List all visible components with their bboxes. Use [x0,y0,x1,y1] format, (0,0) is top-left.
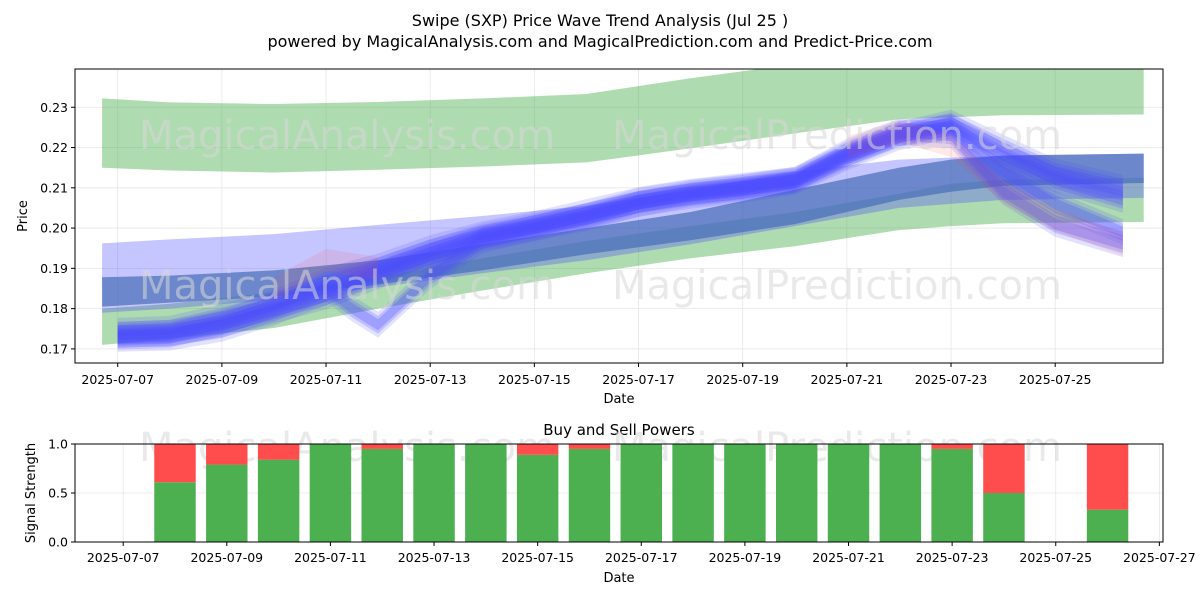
buy-bar [879,444,922,542]
sell-bar [206,444,248,465]
x-tick-label: 2025-07-23 [915,372,988,387]
y-tick-label: 0.5 [48,486,68,501]
x-axis-label: Date [603,392,634,407]
wave-path [117,116,1123,344]
sell-bar [516,444,559,455]
x-tick-label: 2025-07-17 [602,372,675,387]
x-tick-label: 2025-07-15 [498,372,571,387]
wave-path [117,114,1123,344]
x-axis-label: Date [603,571,634,586]
buy-bar [931,448,973,542]
x-tick-label: 2025-07-11 [290,372,363,387]
buy-bar [568,448,611,542]
x-tick-label: 2025-07-21 [812,550,885,565]
buy-bar [413,444,455,542]
x-tick-label: 2025-07-07 [87,550,160,565]
y-axis-label: Signal Strength [24,443,39,543]
buy-bar [983,493,1025,542]
wave-path [117,109,1123,352]
buy-bar [154,482,196,542]
x-tick-label: 2025-07-13 [394,372,467,387]
wave-path [117,125,1123,343]
watermark: MagicalPrediction.com [612,113,1062,159]
buy-bar [620,444,663,542]
x-tick-label: 2025-07-17 [605,550,678,565]
buy-bar [465,444,507,542]
price-plot: MagicalAnalysis.com MagicalPrediction.com… [16,68,1164,407]
x-tick-label: 2025-07-11 [294,550,367,565]
sell-bar [257,444,300,460]
sell-bar [931,444,973,449]
buy-bar [775,444,818,542]
x-tick-label: 2025-07-15 [501,550,574,565]
x-tick-label: 2025-07-27 [1123,550,1196,565]
x-tick-label: 2025-07-25 [1019,372,1092,387]
x-tick-label: 2025-07-25 [1019,550,1092,565]
watermark: MagicalAnalysis.com [139,263,555,309]
sell-bar [983,444,1025,493]
y-tick-label: 0.19 [40,261,68,276]
wave-path [117,119,1123,341]
signal-chart-title: Buy and Sell Powers [543,421,695,439]
red-wave-path [274,249,379,300]
buy-bar [361,448,403,542]
red-wave-path [846,120,1123,256]
sell-bar [154,444,196,483]
x-tick-label: 2025-07-09 [190,550,263,565]
wave-path [117,121,1123,337]
signal-plot: Buy and Sell PowersMagicalAnalysis.comMa… [24,421,1196,586]
y-tick-label: 0.17 [40,341,68,356]
price-band-green [102,177,1144,345]
buy-bar [672,444,714,542]
sell-bar [568,444,611,449]
buy-bar [827,444,870,542]
x-tick-label: 2025-07-23 [916,550,989,565]
x-tick-label: 2025-07-13 [398,550,471,565]
y-tick-label: 1.0 [48,437,68,452]
wave-path [117,118,1123,340]
sell-bar [361,444,403,449]
chart-title-line2: powered by MagicalAnalysis.com and Magic… [267,32,932,51]
y-tick-label: 0.21 [40,180,68,195]
y-tick-label: 0.18 [40,301,68,316]
wave-path [117,118,1123,350]
price-bands [102,69,1144,352]
watermark: MagicalAnalysis.com [139,113,555,159]
chart-title-line1: Swipe (SXP) Price Wave Trend Analysis (J… [412,11,788,30]
buy-bar [1086,509,1129,542]
buy-bar [257,459,300,542]
sell-bar [1086,444,1129,510]
y-tick-label: 0.23 [40,100,68,115]
wave-path [117,112,1123,348]
watermark: MagicalPrediction.com [612,263,1062,309]
buy-bar [206,464,248,542]
y-tick-label: 0.22 [40,140,68,155]
price-band-green [102,69,1144,173]
price-band-steel [102,153,1144,307]
buy-bar [516,454,559,542]
buy-bar [724,444,766,542]
x-tick-label: 2025-07-19 [706,372,779,387]
x-tick-label: 2025-07-09 [186,372,259,387]
wave-path [117,122,1123,346]
wave-path [117,113,1123,348]
buy-bar [309,444,352,542]
y-axis-label: Price [16,200,31,232]
x-tick-label: 2025-07-21 [811,372,884,387]
y-tick-label: 0.0 [48,535,68,550]
x-tick-label: 2025-07-07 [81,372,154,387]
plot-frame [74,68,1164,364]
x-tick-label: 2025-07-19 [709,550,782,565]
y-tick-label: 0.20 [40,221,68,236]
